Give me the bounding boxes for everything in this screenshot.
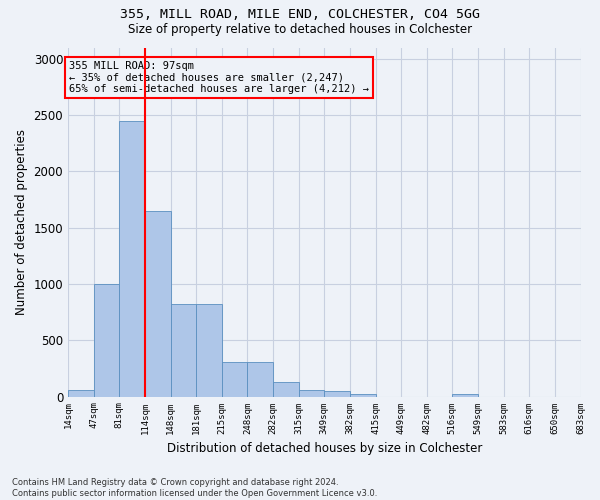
- X-axis label: Distribution of detached houses by size in Colchester: Distribution of detached houses by size …: [167, 442, 482, 455]
- Bar: [222, 362, 247, 396]
- Text: 355, MILL ROAD, MILE END, COLCHESTER, CO4 5GG: 355, MILL ROAD, MILE END, COLCHESTER, CO…: [120, 8, 480, 20]
- Bar: [350, 394, 376, 396]
- Bar: [324, 392, 350, 396]
- Text: Size of property relative to detached houses in Colchester: Size of property relative to detached ho…: [128, 22, 472, 36]
- Bar: [94, 284, 119, 397]
- Text: Contains HM Land Registry data © Crown copyright and database right 2024.
Contai: Contains HM Land Registry data © Crown c…: [12, 478, 377, 498]
- Bar: [273, 382, 299, 396]
- Bar: [68, 390, 94, 396]
- Bar: [247, 362, 273, 396]
- Bar: [196, 304, 222, 396]
- Text: 355 MILL ROAD: 97sqm
← 35% of detached houses are smaller (2,247)
65% of semi-de: 355 MILL ROAD: 97sqm ← 35% of detached h…: [70, 61, 370, 94]
- Bar: [452, 394, 478, 396]
- Bar: [119, 120, 145, 396]
- Bar: [170, 304, 196, 396]
- Y-axis label: Number of detached properties: Number of detached properties: [15, 129, 28, 315]
- Bar: [299, 390, 324, 396]
- Bar: [145, 211, 170, 396]
